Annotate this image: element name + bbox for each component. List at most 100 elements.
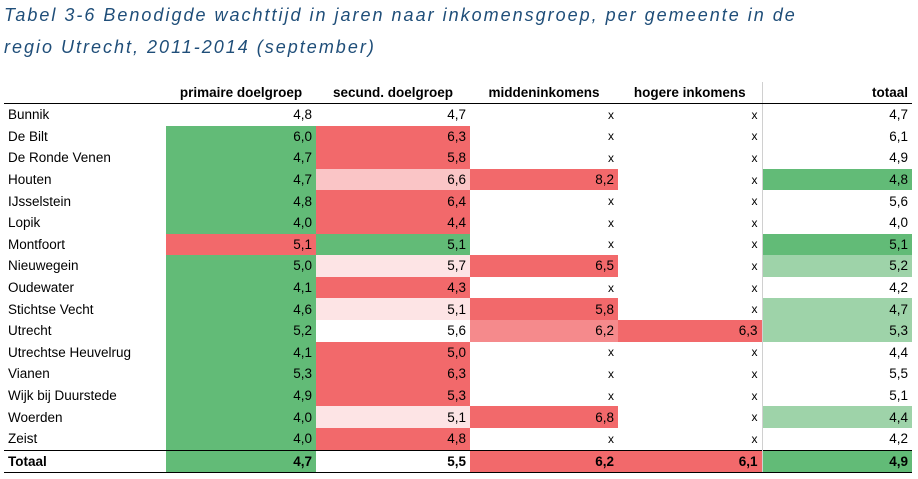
secund-doelgroep-value: 5,1 (316, 233, 470, 256)
table-row: Bunnik 4,8 4,7 x x 4,7 (4, 103, 912, 126)
municipality-name: Lopik (8, 215, 41, 231)
totaal-value: 4,9 (761, 147, 912, 169)
table-row: Stichtse Vecht 4,6 5,1 5,8 x 4,7 (4, 298, 912, 320)
totaal-value: 4,0 (761, 211, 912, 234)
municipality-name: Montfoort (8, 236, 66, 252)
primaire-doelgroep-value: 4,7 (166, 147, 316, 169)
secund-doelgroep-value: 6,3 (316, 125, 470, 148)
table-title-line-1: Tabel 3-6 Benodigde wachttijd in jaren n… (4, 5, 797, 25)
hogere-inkomens-value: x (751, 129, 758, 144)
header-municipality (4, 82, 166, 104)
middeninkomens-value: x (608, 215, 614, 230)
hogere-inkomens-value: x (751, 366, 758, 381)
table-row: Utrecht 5,2 5,6 6,2 6,3 5,3 (4, 319, 912, 342)
middeninkomens-value: x (608, 431, 614, 446)
table-row: Wijk bij Duurstede 4,9 5,3 x x 5,1 (4, 384, 912, 407)
primaire-doelgroep-value: 4,6 (166, 298, 316, 320)
secund-doelgroep-value: 5,7 (316, 255, 470, 277)
middeninkomens-value: x (608, 280, 614, 295)
totaal-value: 4,2 (761, 276, 912, 299)
table-row: De Bilt 6,0 6,3 x x 6,1 (4, 125, 912, 148)
header-primaire-doelgroep: primaire doelgroep (166, 82, 316, 104)
table-row: Utrechtse Heuvelrug 4,1 5,0 x x 4,4 (4, 341, 912, 364)
secund-doelgroep-value: 4,7 (447, 107, 466, 123)
totaal-value: 5,1 (761, 384, 912, 407)
table-row: Zeist 4,0 4,8 x x 4,2 (4, 427, 912, 450)
middeninkomens-value: 6,8 (470, 406, 618, 428)
totaal-value: 5,5 (761, 363, 912, 385)
secund-doelgroep-value: 5,8 (316, 147, 470, 169)
secund-doelgroep-value: 5,6 (447, 323, 466, 339)
total-row: Totaal 4,7 5,5 6,2 6,1 4,9 (4, 449, 912, 474)
municipality-name: IJsselstein (8, 193, 72, 209)
secund-doelgroep-value: 5,5 (316, 449, 470, 474)
hogere-inkomens-value: x (751, 237, 758, 252)
primaire-doelgroep-value: 4,8 (293, 107, 312, 123)
totaal-value: 5,3 (761, 319, 912, 342)
totaal-value: 4,7 (761, 298, 912, 320)
hogere-inkomens-value: x (751, 172, 758, 187)
hogere-inkomens-value: x (751, 258, 758, 273)
municipality-name: Utrechtse Heuvelrug (8, 344, 132, 360)
totaal-value: 4,2 (761, 427, 912, 450)
hogere-inkomens-value: x (751, 215, 758, 230)
totaal-value: 5,2 (761, 255, 912, 277)
middeninkomens-value: x (608, 237, 614, 252)
hogere-inkomens-value: x (751, 388, 758, 403)
totaal-value: 5,6 (761, 190, 912, 212)
middeninkomens-value: 6,2 (470, 319, 618, 342)
secund-doelgroep-value: 6,3 (316, 363, 470, 385)
header-row: primaire doelgroep secund. doelgroep mid… (4, 82, 912, 104)
primaire-doelgroep-value: 4,0 (166, 211, 316, 234)
municipality-name: Vianen (8, 366, 50, 382)
hogere-inkomens-value: x (751, 302, 758, 317)
primaire-doelgroep-value: 4,7 (166, 168, 316, 191)
header-secund-doelgroep: secund. doelgroep (316, 82, 470, 104)
middeninkomens-value: 6,2 (470, 449, 618, 474)
secund-doelgroep-value: 5,1 (316, 298, 470, 320)
totaal-value: 4,8 (761, 168, 912, 191)
table-row: Nieuwegein 5,0 5,7 6,5 x 5,2 (4, 255, 912, 277)
table-title-line-2: regio Utrecht, 2011-2014 (september) (4, 37, 376, 57)
primaire-doelgroep-value: 4,1 (166, 341, 316, 364)
municipality-name: De Ronde Venen (8, 150, 111, 166)
primaire-doelgroep-value: 5,0 (166, 255, 316, 277)
middeninkomens-value: x (608, 150, 614, 165)
secund-doelgroep-value: 5,3 (316, 384, 470, 407)
middeninkomens-value: x (608, 194, 614, 209)
totaal-value: 4,4 (761, 406, 912, 428)
primaire-doelgroep-value: 5,3 (166, 363, 316, 385)
header-middeninkomens: middeninkomens (470, 82, 618, 104)
primaire-doelgroep-value: 4,9 (166, 384, 316, 407)
hogere-inkomens-value: 6,3 (618, 319, 762, 342)
secund-doelgroep-value: 4,4 (316, 211, 470, 234)
municipality-name: Houten (8, 172, 52, 188)
primaire-doelgroep-value: 4,0 (166, 406, 316, 428)
totaal-value: 4,4 (761, 341, 912, 364)
middeninkomens-value: x (608, 388, 614, 403)
totaal-value: 6,1 (761, 125, 912, 148)
hogere-inkomens-value: x (751, 431, 758, 446)
secund-doelgroep-value: 4,8 (316, 427, 470, 450)
municipality-name: Nieuwegein (8, 258, 79, 274)
hogere-inkomens-value: 6,1 (618, 449, 762, 474)
header-totaal: totaal (761, 82, 912, 104)
middeninkomens-value: x (608, 345, 614, 360)
municipality-name: Woerden (8, 409, 63, 425)
primaire-doelgroep-value: 4,8 (166, 190, 316, 212)
table-row: Woerden 4,0 5,1 6,8 x 4,4 (4, 406, 912, 428)
municipality-name: Oudewater (8, 280, 75, 296)
municipality-name: De Bilt (8, 128, 48, 144)
hogere-inkomens-value: x (751, 345, 758, 360)
primaire-doelgroep-value: 5,1 (166, 233, 316, 256)
waiting-time-table: primaire doelgroep secund. doelgroep mid… (4, 82, 912, 474)
primaire-doelgroep-value: 4,7 (166, 449, 316, 474)
header-hogere-inkomens: hogere inkomens (618, 82, 762, 104)
hogere-inkomens-value: x (751, 150, 758, 165)
totaal-value: 4,7 (761, 103, 912, 126)
middeninkomens-value: x (608, 107, 614, 122)
secund-doelgroep-value: 5,1 (316, 406, 470, 428)
municipality-name: Utrecht (8, 323, 52, 339)
table-row: Oudewater 4,1 4,3 x x 4,2 (4, 276, 912, 299)
table-row: Houten 4,7 6,6 8,2 x 4,8 (4, 168, 912, 191)
